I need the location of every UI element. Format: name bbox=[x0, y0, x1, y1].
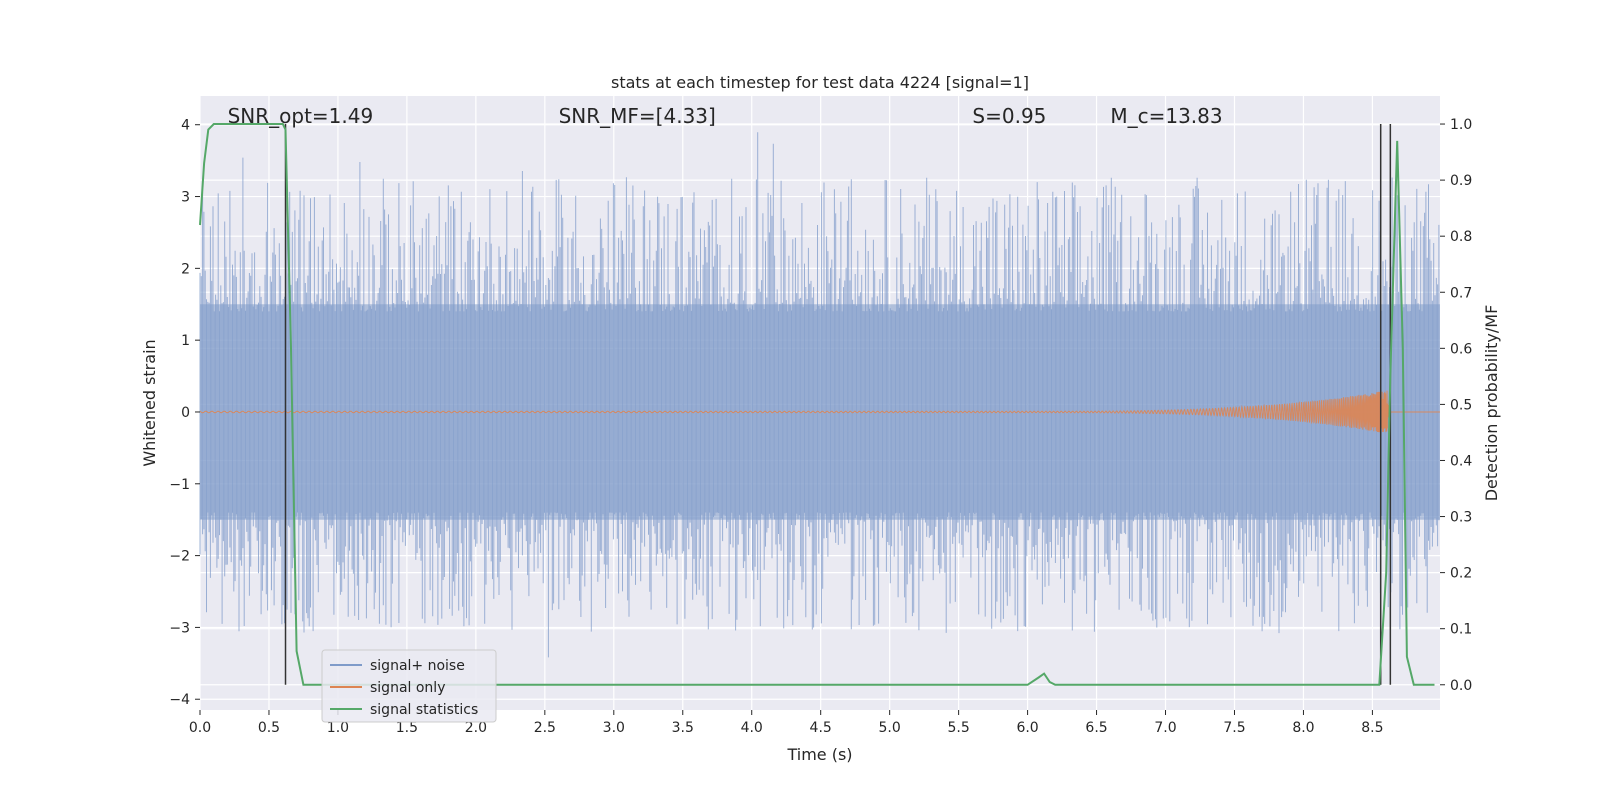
snr-opt-annotation: SNR_opt=1.49 bbox=[228, 104, 374, 128]
y-axis-label: Whitened strain bbox=[140, 339, 159, 466]
y2-tick-label: 0.0 bbox=[1450, 678, 1472, 694]
x-axis-label: Time (s) bbox=[786, 745, 852, 764]
y2-axis-ticks: 0.0 0.1 0.2 0.3 0.4 0.5 0.6 0.7 0.8 0.9 1.0 bbox=[1440, 117, 1472, 694]
plot-area bbox=[199, 123, 1440, 686]
y-axis-ticks: −4 −3 −2 −1 0 1 2 3 4 bbox=[169, 118, 200, 708]
legend: signal+ noise signal only signal statist… bbox=[321, 649, 497, 723]
legend-box bbox=[321, 649, 497, 723]
x-tick-label: 0.5 bbox=[258, 720, 280, 736]
annotations: SNR_opt=1.49 SNR_MF=[4.33] S=0.95 M_c=13… bbox=[228, 104, 1223, 128]
signal-only-line bbox=[199, 390, 1440, 434]
y2-tick-label: 0.6 bbox=[1450, 341, 1472, 357]
x-tick-label: 3.5 bbox=[672, 720, 694, 736]
y-tick-label: −4 bbox=[169, 692, 190, 708]
y-tick-label: 4 bbox=[181, 118, 190, 134]
s-stat-annotation: S=0.95 bbox=[972, 104, 1046, 128]
signal-statistics-series bbox=[199, 123, 1435, 686]
x-tick-label: 5.5 bbox=[947, 720, 969, 736]
y2-tick-label: 0.5 bbox=[1450, 397, 1472, 413]
x-tick-label: 3.0 bbox=[603, 720, 625, 736]
y2-tick-label: 0.3 bbox=[1450, 510, 1472, 526]
x-tick-label: 6.0 bbox=[1016, 720, 1038, 736]
x-tick-label: 7.5 bbox=[1223, 720, 1245, 736]
y-tick-label: 2 bbox=[181, 261, 190, 277]
snr-mf-annotation: SNR_MF=[4.33] bbox=[559, 104, 716, 128]
x-tick-label: 2.5 bbox=[534, 720, 556, 736]
x-tick-label: 4.0 bbox=[741, 720, 763, 736]
x-axis-ticks: 0.0 0.5 1.0 1.5 2.0 2.5 3.0 3.5 4.0 4.5 5.0 5.5 6.0 6… bbox=[189, 710, 1384, 736]
y-tick-label: −2 bbox=[169, 549, 190, 565]
y2-tick-label: 0.7 bbox=[1450, 285, 1472, 301]
x-tick-label: 8.5 bbox=[1361, 720, 1383, 736]
x-tick-label: 5.0 bbox=[879, 720, 901, 736]
y-tick-label: 1 bbox=[181, 333, 190, 349]
x-tick-label: 1.5 bbox=[396, 720, 418, 736]
legend-label-signal-statistics: signal statistics bbox=[370, 702, 478, 718]
y-tick-label: −1 bbox=[169, 477, 190, 493]
chart-title: stats at each timestep for test data 422… bbox=[611, 73, 1029, 92]
y2-tick-label: 1.0 bbox=[1450, 117, 1472, 133]
y2-tick-label: 0.8 bbox=[1450, 229, 1472, 245]
x-tick-label: 2.0 bbox=[465, 720, 487, 736]
y2-tick-label: 0.4 bbox=[1450, 453, 1472, 469]
chirp-mass-annotation: M_c=13.83 bbox=[1110, 104, 1222, 128]
y2-tick-label: 0.9 bbox=[1450, 173, 1472, 189]
x-tick-label: 7.0 bbox=[1154, 720, 1176, 736]
y-tick-label: 3 bbox=[181, 190, 190, 206]
x-tick-label: 6.5 bbox=[1085, 720, 1107, 736]
x-tick-label: 0.0 bbox=[189, 720, 211, 736]
legend-label-signal-noise: signal+ noise bbox=[370, 658, 465, 674]
signal-statistics-line bbox=[199, 123, 1435, 686]
y-tick-label: −3 bbox=[169, 620, 190, 636]
x-tick-label: 1.0 bbox=[327, 720, 349, 736]
y2-axis-label: Detection probability/MF bbox=[1482, 305, 1501, 502]
x-tick-label: 4.5 bbox=[810, 720, 832, 736]
signal-only-series bbox=[199, 390, 1440, 434]
y2-tick-label: 0.1 bbox=[1450, 622, 1472, 638]
x-tick-label: 8.0 bbox=[1292, 720, 1314, 736]
legend-label-signal-only: signal only bbox=[370, 680, 445, 696]
y2-tick-label: 0.2 bbox=[1450, 566, 1472, 582]
y-tick-label: 0 bbox=[181, 405, 190, 421]
